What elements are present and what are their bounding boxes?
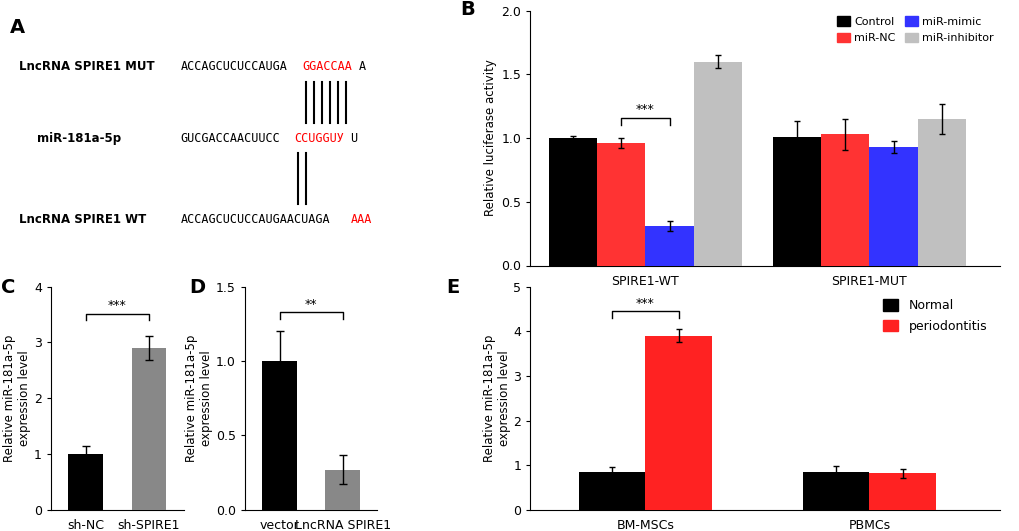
Text: U: U [351, 132, 358, 144]
Y-axis label: Relative miR-181a-5p
expression level: Relative miR-181a-5p expression level [3, 335, 32, 462]
Bar [548, 138, 596, 266]
Bar [325, 469, 360, 510]
Bar [645, 336, 711, 510]
Text: A: A [10, 18, 25, 37]
Bar [917, 119, 965, 266]
Text: A: A [358, 60, 365, 73]
Legend: Normal, periodontitis: Normal, periodontitis [876, 293, 993, 339]
Bar [771, 137, 820, 266]
Bar [693, 62, 742, 266]
Bar [68, 454, 103, 510]
Text: E: E [445, 278, 459, 297]
Bar [820, 134, 868, 266]
Y-axis label: Relative luciferase activity: Relative luciferase activity [484, 59, 496, 217]
Legend: Control, miR-NC, miR-mimic, miR-inhibitor: Control, miR-NC, miR-mimic, miR-inhibito… [836, 16, 994, 44]
Text: miR-181a-5p: miR-181a-5p [37, 132, 121, 144]
Text: LncRNA SPIRE1 MUT: LncRNA SPIRE1 MUT [19, 60, 155, 73]
Text: LncRNA SPIRE1 WT: LncRNA SPIRE1 WT [19, 213, 147, 226]
Text: **: ** [305, 297, 317, 311]
Text: GUCGACCAACUUCC: GUCGACCAACUUCC [180, 132, 280, 144]
Bar [645, 226, 693, 266]
Text: ***: *** [636, 297, 654, 310]
Text: ***: *** [636, 104, 654, 116]
Text: B: B [460, 1, 474, 20]
Text: ***: *** [108, 299, 126, 312]
Bar [131, 348, 166, 510]
Text: CCUGGUУ: CCUGGUУ [293, 132, 343, 144]
Text: ACCAGCUCUCCAUGA: ACCAGCUCUCCAUGA [180, 60, 287, 73]
Bar [868, 147, 917, 266]
Bar [802, 472, 868, 510]
Bar [596, 143, 645, 266]
Text: ACCAGCUCUCCAUGAACUAGA: ACCAGCUCUCCAUGAACUAGA [180, 213, 330, 226]
Bar [578, 472, 645, 510]
Text: AAA: AAA [351, 213, 371, 226]
Text: D: D [189, 278, 205, 297]
Bar [868, 473, 935, 510]
Text: GGACCAA: GGACCAA [302, 60, 352, 73]
Y-axis label: Relative miR-181a-5p
expression level: Relative miR-181a-5p expression level [184, 335, 213, 462]
Y-axis label: Relative miR-181a-5p
expression level: Relative miR-181a-5p expression level [482, 335, 511, 462]
Text: C: C [1, 278, 15, 297]
Bar [262, 361, 297, 510]
